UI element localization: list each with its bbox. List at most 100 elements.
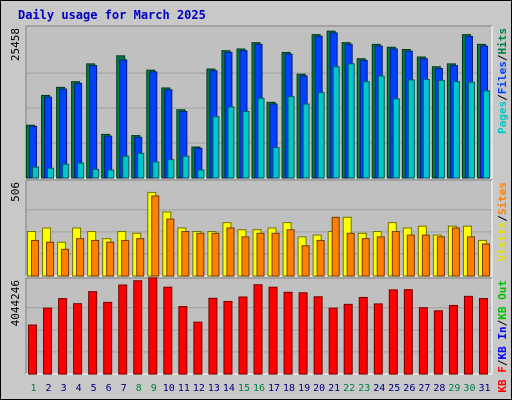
x-tick-label: 5 xyxy=(91,383,97,394)
bar xyxy=(286,229,295,277)
bar xyxy=(346,232,355,277)
bar xyxy=(448,304,458,375)
x-tick-label: 10 xyxy=(163,383,175,394)
bar xyxy=(238,296,248,375)
x-tick-label: 7 xyxy=(121,383,127,394)
bar xyxy=(406,234,415,277)
x-tick-label: 14 xyxy=(223,383,235,394)
bar xyxy=(436,236,445,277)
bar xyxy=(227,106,235,179)
bar xyxy=(136,238,145,277)
bar xyxy=(377,75,385,179)
x-tick-label: 29 xyxy=(448,383,460,394)
bar xyxy=(167,159,175,179)
legend-entry: / xyxy=(496,215,509,222)
x-tick-label: 22 xyxy=(343,383,355,394)
bar xyxy=(61,248,70,277)
x-tick-label: 24 xyxy=(373,383,385,394)
bar xyxy=(62,163,70,179)
legend-entry: / xyxy=(496,94,509,101)
x-tick-label: 30 xyxy=(463,383,475,394)
bar xyxy=(463,295,473,375)
bar xyxy=(332,66,340,179)
bar xyxy=(388,289,398,375)
x-tick-label: 23 xyxy=(358,383,370,394)
bar xyxy=(302,103,310,179)
bar xyxy=(268,286,278,375)
bar xyxy=(223,300,233,375)
bar xyxy=(452,81,460,179)
bar xyxy=(89,65,98,179)
x-tick-label: 11 xyxy=(178,383,190,394)
bar xyxy=(253,284,263,375)
x-tick-label: 27 xyxy=(418,383,430,394)
bar xyxy=(43,307,53,375)
bar xyxy=(121,239,130,277)
x-tick-label: 28 xyxy=(433,383,445,394)
bar xyxy=(317,92,325,179)
bar xyxy=(58,298,68,375)
bar xyxy=(298,292,308,375)
bar xyxy=(181,231,190,277)
bar xyxy=(103,301,113,375)
bar xyxy=(193,321,203,375)
bar xyxy=(46,241,55,277)
x-tick-label: 25 xyxy=(388,383,400,394)
bar xyxy=(122,155,130,179)
x-tick-label: 18 xyxy=(283,383,295,394)
bar xyxy=(196,232,205,277)
bar xyxy=(283,291,293,375)
bar xyxy=(301,245,310,277)
x-tick-label: 1 xyxy=(31,383,37,394)
bar xyxy=(73,303,83,375)
x-tick-label: 2 xyxy=(46,383,52,394)
bar xyxy=(313,296,323,375)
x-tick-label: 12 xyxy=(193,383,205,394)
legend-entry: Hits xyxy=(496,28,509,55)
bar xyxy=(212,116,220,179)
bar xyxy=(257,97,265,179)
bar xyxy=(422,78,430,179)
x-tick-label: 20 xyxy=(313,383,325,394)
bar xyxy=(182,155,190,179)
y-max-label: 4044246 xyxy=(9,280,22,326)
legend-entry: Visits xyxy=(496,222,509,262)
bar xyxy=(478,298,488,375)
x-tick-label: 9 xyxy=(151,383,157,394)
bar xyxy=(242,110,250,179)
bar xyxy=(76,238,85,277)
bar xyxy=(347,63,355,179)
bar xyxy=(133,280,143,375)
bar xyxy=(152,161,160,179)
bar xyxy=(226,227,235,277)
bar xyxy=(211,232,220,277)
bar xyxy=(392,98,400,179)
y-max-label: 25458 xyxy=(9,28,22,61)
x-tick-label: 3 xyxy=(61,383,67,394)
bar xyxy=(163,286,173,375)
legend-entry: Pages xyxy=(496,101,509,134)
x-tick-label: 8 xyxy=(136,383,142,394)
bar xyxy=(451,227,460,277)
bar xyxy=(44,96,53,179)
bar xyxy=(391,231,400,277)
bar xyxy=(376,236,385,277)
y-max-label: 506 xyxy=(9,182,22,202)
bar xyxy=(362,81,370,179)
bar xyxy=(407,79,415,179)
chart-title: Daily usage for March 2025 xyxy=(18,8,206,22)
bar xyxy=(137,152,145,179)
x-tick-label: 19 xyxy=(298,383,310,394)
x-tick-label: 17 xyxy=(268,383,280,394)
bar xyxy=(316,239,325,277)
bar xyxy=(178,306,188,375)
bar xyxy=(148,277,158,375)
bar xyxy=(272,147,280,179)
bar xyxy=(481,243,490,277)
bar xyxy=(47,167,55,179)
bar xyxy=(208,297,218,375)
x-tick-label: 4 xyxy=(76,383,82,394)
x-tick-label: 15 xyxy=(238,383,250,394)
legend-entry: Files xyxy=(496,61,509,94)
